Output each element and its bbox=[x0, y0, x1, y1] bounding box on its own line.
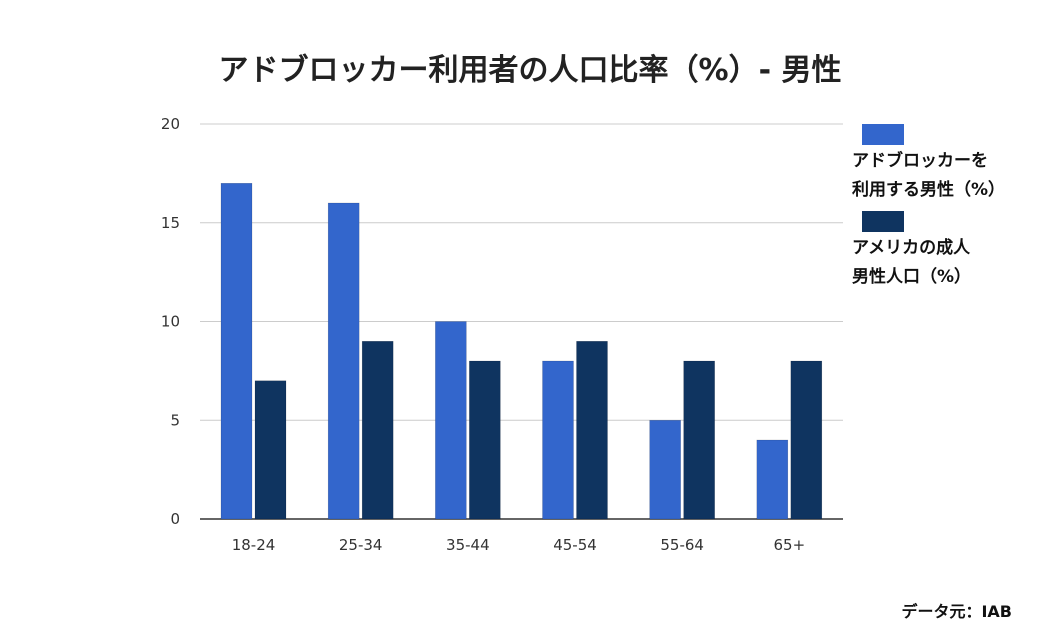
bar-adult-population-55-64 bbox=[683, 360, 715, 520]
y-tick-label: 0 bbox=[170, 510, 180, 528]
x-tick-label: 65+ bbox=[774, 536, 806, 554]
bar-adblock-users-45-54 bbox=[542, 360, 574, 520]
bar-adult-population-35-44 bbox=[469, 360, 501, 520]
x-tick-label: 45-54 bbox=[553, 536, 597, 554]
bar-adblock-users-65+ bbox=[756, 439, 789, 520]
legend-label: 利用する男性（%） bbox=[852, 179, 1005, 200]
bar-adult-population-65+ bbox=[790, 360, 823, 520]
y-tick-label: 15 bbox=[161, 214, 180, 232]
legend-swatch-adult-population bbox=[862, 211, 904, 232]
y-tick-label: 20 bbox=[161, 115, 180, 133]
x-tick-label: 35-44 bbox=[446, 536, 490, 554]
x-tick-label: 25-34 bbox=[339, 536, 383, 554]
y-tick-label: 10 bbox=[161, 313, 180, 331]
legend-swatch-adblock-users bbox=[862, 124, 904, 145]
y-axis: 0 5 10 15 20 bbox=[161, 115, 180, 528]
y-tick-label: 5 bbox=[170, 411, 180, 429]
bar-adult-population-18-24 bbox=[254, 380, 287, 520]
bar-adult-population-25-34 bbox=[361, 341, 394, 520]
x-tick-label: 55-64 bbox=[660, 536, 704, 554]
chart-title: アドブロッカー利用者の人口比率（%）- 男性 bbox=[219, 53, 842, 88]
bar-adblock-users-25-34 bbox=[327, 202, 360, 520]
grid bbox=[200, 123, 843, 520]
legend-label: アメリカの成人 bbox=[852, 237, 971, 258]
source-note: データ元：IAB bbox=[901, 602, 1012, 621]
bar-adblock-users-18-24 bbox=[220, 183, 253, 520]
bar-adblock-users-55-64 bbox=[649, 420, 681, 520]
legend-label: 男性人口（%） bbox=[852, 266, 971, 287]
x-tick-label: 18-24 bbox=[232, 536, 276, 554]
bar-adblock-users-35-44 bbox=[435, 321, 467, 520]
legend-label: アドブロッカーを bbox=[852, 150, 988, 171]
bars bbox=[220, 183, 823, 520]
bar-adult-population-45-54 bbox=[576, 341, 608, 520]
x-axis: 18-24 25-34 35-44 45-54 55-64 65+ bbox=[232, 536, 805, 554]
